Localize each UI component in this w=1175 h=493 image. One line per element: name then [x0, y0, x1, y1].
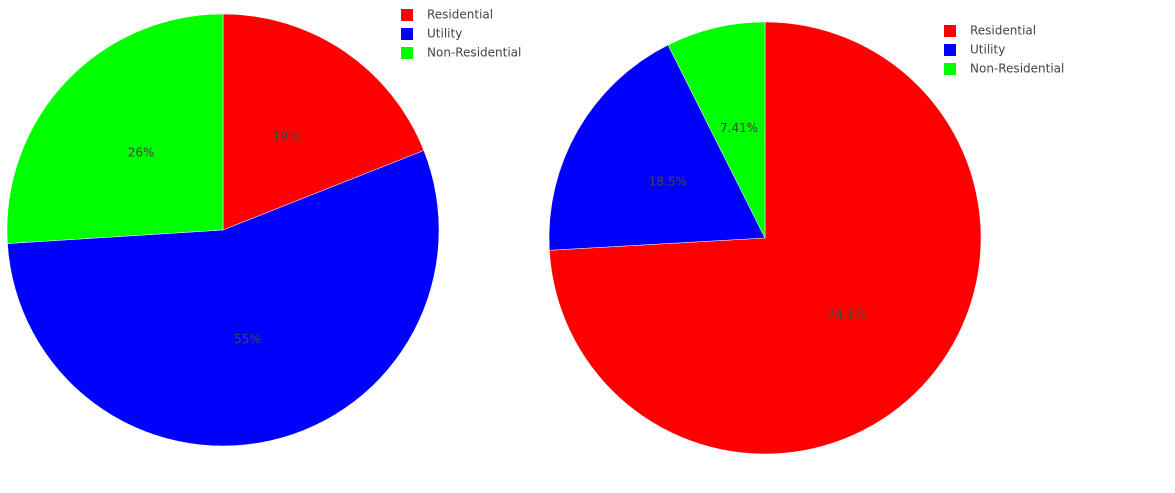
legend-swatch [944, 25, 956, 37]
pie-slice [6, 13, 224, 244]
pie-slice [667, 21, 766, 239]
legend-swatch [944, 63, 956, 75]
legend-swatch [944, 44, 956, 56]
legend-label: Utility [427, 27, 462, 41]
legend-swatch [401, 9, 413, 21]
slice-label: 55% [234, 332, 261, 346]
slice-label: 74.1% [828, 308, 866, 322]
slice-label: 18.5% [649, 174, 687, 188]
pie-slice [548, 44, 766, 251]
pie-slice [7, 150, 440, 447]
legend-label: Utility [970, 43, 1005, 57]
legend-label: Residential [970, 24, 1036, 38]
legend-swatch [401, 47, 413, 59]
legend-label: Non-Residential [427, 46, 521, 60]
slice-label: 7.41% [720, 121, 758, 135]
slice-label: 26% [128, 146, 155, 160]
legend-swatch [401, 28, 413, 40]
legend-label: Residential [427, 8, 493, 22]
pie-slice [222, 13, 425, 231]
slice-label: 19% [273, 130, 300, 144]
legend-label: Non-Residential [970, 62, 1064, 76]
